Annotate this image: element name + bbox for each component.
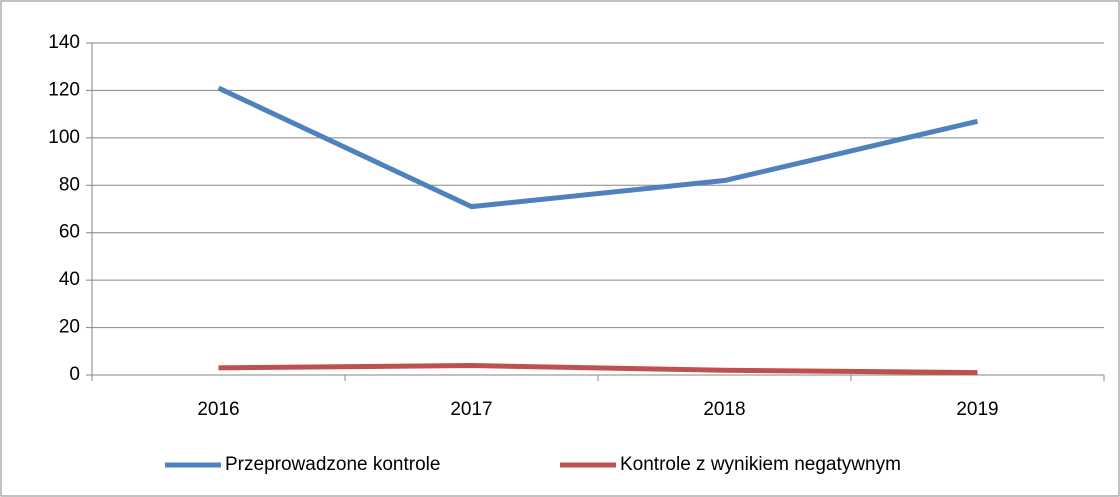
y-tick-label: 140 bbox=[48, 32, 80, 53]
series-line bbox=[217, 85, 979, 210]
legend-label: Kontrole z wynikiem negatywnym bbox=[620, 454, 901, 475]
y-tick-label: 80 bbox=[59, 174, 80, 195]
x-tick-label: 2019 bbox=[956, 399, 998, 420]
y-tick-label: 120 bbox=[48, 79, 80, 100]
y-tick-label: 60 bbox=[59, 222, 80, 243]
x-tick-label: 2018 bbox=[703, 399, 745, 420]
y-tick-label: 100 bbox=[48, 127, 80, 148]
y-tick-label: 40 bbox=[59, 269, 80, 290]
legend-label: Przeprowadzone kontrole bbox=[225, 454, 440, 475]
series-line bbox=[218, 363, 978, 376]
y-tick-label: 0 bbox=[69, 364, 80, 385]
x-tick-label: 2017 bbox=[450, 399, 492, 420]
x-tick-label: 2016 bbox=[197, 399, 239, 420]
y-tick-label: 20 bbox=[59, 317, 80, 338]
